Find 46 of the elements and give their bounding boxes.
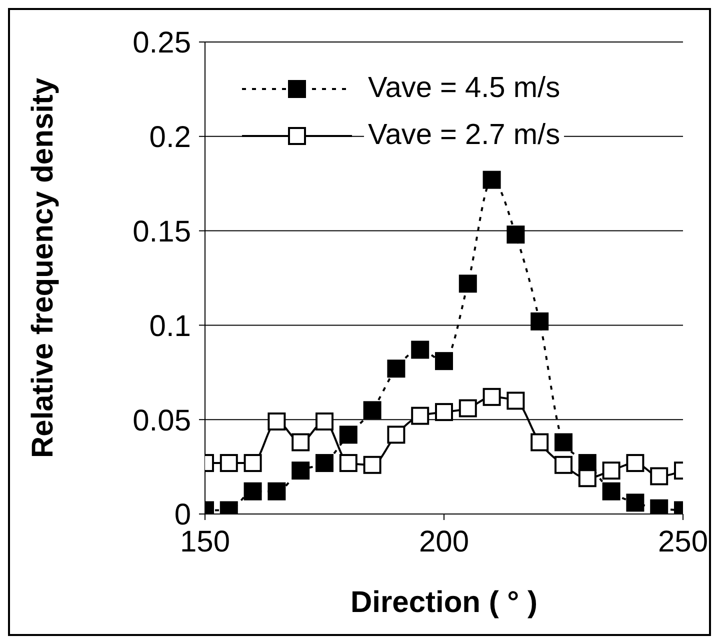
point <box>530 312 549 330</box>
point <box>458 399 477 418</box>
point <box>339 426 358 444</box>
point <box>650 467 668 486</box>
y-tick-label: 0.1 <box>149 310 191 343</box>
point <box>578 469 596 488</box>
point <box>292 433 310 452</box>
point <box>554 433 572 452</box>
point <box>626 494 644 512</box>
point <box>268 412 286 430</box>
legend-label: Vave = 2.7 m/s <box>364 119 564 152</box>
point <box>435 403 453 422</box>
point <box>411 340 430 359</box>
point <box>244 454 262 472</box>
y-tick-label: 0.15 <box>132 215 191 248</box>
point <box>220 454 238 472</box>
point <box>482 388 501 406</box>
point <box>387 360 406 378</box>
point <box>244 482 262 500</box>
y-axis-title: Relative frequency density <box>26 78 60 458</box>
y-tick-label: 0.2 <box>149 121 191 154</box>
x-tick-label: 250 <box>658 525 708 558</box>
legend-label: Vave = 4.5 m/s <box>364 72 564 105</box>
point <box>626 454 644 472</box>
point <box>530 433 549 452</box>
point <box>387 426 406 444</box>
y-tick-label: 0.05 <box>132 404 191 438</box>
point <box>458 274 477 293</box>
x-axis-title: Direction ( ° ) <box>350 586 538 619</box>
point <box>268 482 286 500</box>
x-tick-label: 200 <box>418 525 470 558</box>
point <box>435 352 453 370</box>
point <box>363 401 382 420</box>
point <box>411 406 430 425</box>
point <box>292 462 310 480</box>
point <box>602 482 620 500</box>
point <box>506 392 525 410</box>
point <box>339 454 358 472</box>
point <box>554 456 572 474</box>
point <box>506 226 525 244</box>
point <box>316 454 334 472</box>
y-tick-label: 0.25 <box>132 26 191 60</box>
point <box>363 456 382 474</box>
point <box>482 170 501 189</box>
point <box>602 462 620 480</box>
point <box>316 412 334 430</box>
